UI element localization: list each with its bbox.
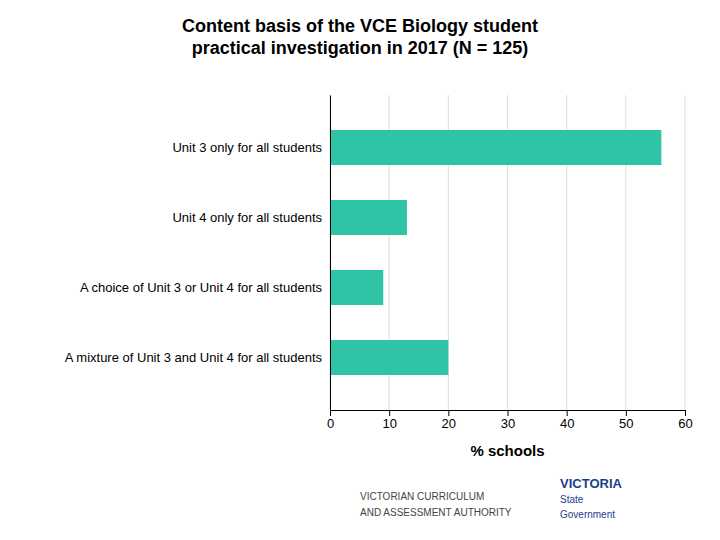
annotation: AND ASSESSMENT AUTHORITY <box>360 507 512 518</box>
x-tick-label: 0 <box>327 416 334 431</box>
grid-line <box>685 95 686 410</box>
annotation: VICTORIAN CURRICULUM <box>360 491 484 502</box>
x-tick-label: 30 <box>501 416 515 431</box>
y-tick: Unit 3 only for all students <box>172 140 330 155</box>
bar <box>330 340 448 375</box>
annotation: State <box>560 494 584 505</box>
y-axis: A mixture of Unit 3 and Unit 4 for all s… <box>65 96 331 411</box>
x-tick-mark <box>448 410 449 416</box>
x-axis-title: % schools <box>470 442 544 459</box>
y-tick: A mixture of Unit 3 and Unit 4 for all s… <box>65 350 330 365</box>
x-tick-mark <box>626 410 627 416</box>
x-tick-mark <box>508 410 509 416</box>
grid-line <box>330 95 331 410</box>
bar <box>330 200 407 235</box>
annotation: VICTORIA <box>560 476 622 491</box>
x-tick-label: 10 <box>382 416 396 431</box>
x-tick: 10 <box>382 410 396 431</box>
x-tick: 30 <box>501 410 515 431</box>
x-tick: 20 <box>442 410 456 431</box>
y-tick: A choice of Unit 3 or Unit 4 for all stu… <box>80 280 330 295</box>
x-tick-mark <box>685 410 686 416</box>
bar <box>330 270 383 305</box>
bars <box>330 130 661 375</box>
plot: 0 10 20 30 40 50 60 A mixture of Unit 3 and Uni… <box>65 95 693 431</box>
chart: Content basis of the VCE Biology student… <box>0 0 720 540</box>
x-tick: 40 <box>560 410 574 431</box>
x-tick: 50 <box>619 410 633 431</box>
bar <box>330 130 661 165</box>
x-tick-label: 50 <box>619 416 633 431</box>
y-tick-label: A mixture of Unit 3 and Unit 4 for all s… <box>65 350 323 365</box>
x-tick-label: 40 <box>560 416 574 431</box>
x-tick-mark <box>330 410 331 416</box>
x-tick-mark <box>567 410 568 416</box>
annotation: Government <box>560 509 615 520</box>
x-tick-label: 20 <box>442 416 456 431</box>
x-tick: 0 <box>327 410 334 431</box>
x-tick-label: 60 <box>678 416 692 431</box>
y-tick-label: A choice of Unit 3 or Unit 4 for all stu… <box>80 280 323 295</box>
y-tick-label: Unit 4 only for all students <box>172 210 322 225</box>
x-tick-mark <box>389 410 390 416</box>
grid <box>330 95 685 410</box>
x-axis: 0 10 20 30 40 50 60 <box>327 410 693 431</box>
y-tick: Unit 4 only for all students <box>172 210 330 225</box>
x-tick: 60 <box>678 410 692 431</box>
y-axis-line <box>330 96 331 411</box>
x-axis-line <box>331 411 686 417</box>
y-tick-label: Unit 3 only for all students <box>172 140 322 155</box>
title: Content basis of the VCE Biology student… <box>182 16 538 58</box>
annotations: VICTORIAN CURRICULUM AND ASSESSMENT AUTHO… <box>360 476 622 520</box>
